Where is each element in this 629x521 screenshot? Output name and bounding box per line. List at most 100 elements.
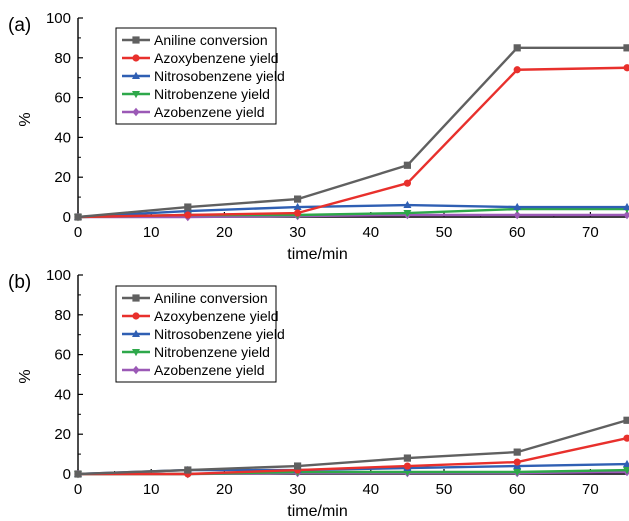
legend-label: Nitrosobenzene yield <box>154 68 285 84</box>
y-axis-label: % <box>17 369 34 383</box>
data-point <box>403 161 411 169</box>
legend-marker <box>132 71 140 79</box>
data-point <box>403 210 412 218</box>
legend-entry: Nitrosobenzene yield <box>122 68 285 84</box>
panel-label: (b) <box>8 272 31 293</box>
legend-label: Nitrosobenzene yield <box>154 326 285 342</box>
data-point <box>294 195 302 203</box>
data-point <box>403 200 412 209</box>
x-tick-label: 30 <box>289 224 306 241</box>
x-tick-label: 30 <box>289 481 306 498</box>
data-point <box>184 211 192 219</box>
series-line <box>77 419 628 476</box>
data-point <box>513 202 522 211</box>
legend-entry: Aniline conversion <box>122 32 268 48</box>
y-tick-label: 80 <box>54 50 71 67</box>
data-point <box>513 469 522 477</box>
legend-label: Azobenzene yield <box>154 362 265 378</box>
series-line <box>77 66 628 219</box>
legend-marker <box>132 349 140 357</box>
x-tick-label: 60 <box>509 481 526 498</box>
y-tick-label: 0 <box>63 209 71 226</box>
x-tick-label: 20 <box>216 481 233 498</box>
legend-marker <box>132 54 140 62</box>
x-tick-label: 10 <box>143 481 160 498</box>
data-point <box>74 213 82 221</box>
legend-entry: Azobenzene yield <box>122 362 265 378</box>
series-0 <box>74 44 629 221</box>
data-point <box>623 64 629 72</box>
data-point <box>294 209 302 217</box>
y-tick-label: 60 <box>54 347 71 364</box>
legend-marker <box>132 36 140 44</box>
y-tick-label: 20 <box>54 426 71 443</box>
legend-label: Aniline conversion <box>154 290 268 306</box>
data-point <box>513 44 521 52</box>
series-2 <box>74 200 629 220</box>
data-point <box>513 210 521 220</box>
data-point <box>513 458 521 466</box>
data-point <box>74 470 82 478</box>
legend-marker <box>132 329 140 337</box>
data-point <box>293 202 302 211</box>
y-tick-label: 40 <box>54 386 71 403</box>
x-axis-label: time/min <box>287 246 347 263</box>
legend-entry: Azoxybenzene yield <box>122 308 279 324</box>
x-tick-label: 60 <box>509 224 526 241</box>
x-tick-label: 70 <box>582 481 599 498</box>
series-line <box>78 213 627 219</box>
legend-label: Azoxybenzene yield <box>154 308 279 324</box>
x-tick-label: 20 <box>216 224 233 241</box>
x-tick-label: 0 <box>74 481 82 498</box>
legend-marker <box>132 365 140 375</box>
data-point <box>623 459 629 468</box>
data-point <box>403 462 411 470</box>
x-tick-label: 50 <box>436 224 453 241</box>
legend-label: Azobenzene yield <box>154 104 265 120</box>
legend-entry: Nitrobenzene yield <box>122 86 270 102</box>
y-axis-label: % <box>17 112 34 126</box>
series-line <box>78 437 628 476</box>
data-point <box>623 416 629 424</box>
data-point <box>623 467 629 475</box>
x-tick-label: 70 <box>582 224 599 241</box>
chart-panel-0: 0 10 20 30 40 50 60 70 0 20 40 60 80 100 time/min% (a) A… <box>8 10 629 263</box>
chart-panel-1: 0 10 20 30 40 50 60 70 0 20 40 60 80 100 time/min% (b) A… <box>8 267 629 520</box>
series-line <box>77 46 627 219</box>
y-tick-label: 40 <box>54 129 71 146</box>
data-point <box>623 210 629 220</box>
data-point <box>513 448 521 456</box>
data-point <box>513 66 521 74</box>
panel-label: (a) <box>8 15 31 36</box>
x-tick-label: 50 <box>436 481 453 498</box>
data-point <box>623 202 629 211</box>
legend: Aniline conversion Azoxybenzene yield Nitr… <box>115 285 285 383</box>
y-tick-label: 80 <box>54 307 71 324</box>
series-0 <box>74 416 629 478</box>
y-tick-label: 100 <box>46 10 71 27</box>
legend-marker <box>132 107 140 117</box>
y-tick-label: 100 <box>46 267 71 284</box>
data-point <box>184 466 192 474</box>
legend-label: Nitrobenzene yield <box>154 344 270 360</box>
y-tick-label: 0 <box>63 466 71 483</box>
legend: Aniline conversion Azoxybenzene yield Nitr… <box>115 27 285 125</box>
data-point <box>184 203 192 211</box>
y-tick-label: 20 <box>54 169 71 186</box>
legend-label: Aniline conversion <box>154 32 268 48</box>
x-tick-label: 40 <box>362 224 379 241</box>
legend-label: Azoxybenzene yield <box>154 50 279 66</box>
legend-marker <box>132 294 140 302</box>
legend-marker <box>132 312 140 320</box>
series-line <box>77 203 627 219</box>
data-point <box>403 179 411 187</box>
legend-entry: Nitrobenzene yield <box>122 344 270 360</box>
legend-entry: Aniline conversion <box>122 290 268 306</box>
x-tick-label: 0 <box>74 224 82 241</box>
y-tick-label: 60 <box>54 90 71 107</box>
x-tick-label: 10 <box>143 224 160 241</box>
x-axis-label: time/min <box>287 503 347 520</box>
legend-marker <box>132 91 140 99</box>
data-point <box>623 44 629 52</box>
